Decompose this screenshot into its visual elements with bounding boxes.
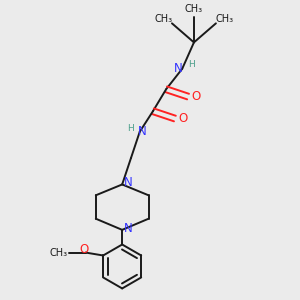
Text: CH₃: CH₃: [185, 4, 203, 14]
Text: CH₃: CH₃: [154, 14, 172, 24]
Text: N: N: [124, 176, 133, 190]
Text: N: N: [138, 125, 147, 138]
Text: H: H: [128, 124, 134, 133]
Text: CH₃: CH₃: [216, 14, 234, 24]
Text: O: O: [80, 242, 89, 256]
Text: N: N: [173, 62, 182, 75]
Text: O: O: [178, 112, 188, 125]
Text: N: N: [124, 222, 133, 235]
Text: CH₃: CH₃: [49, 248, 68, 258]
Text: H: H: [188, 60, 195, 69]
Text: O: O: [192, 90, 201, 103]
